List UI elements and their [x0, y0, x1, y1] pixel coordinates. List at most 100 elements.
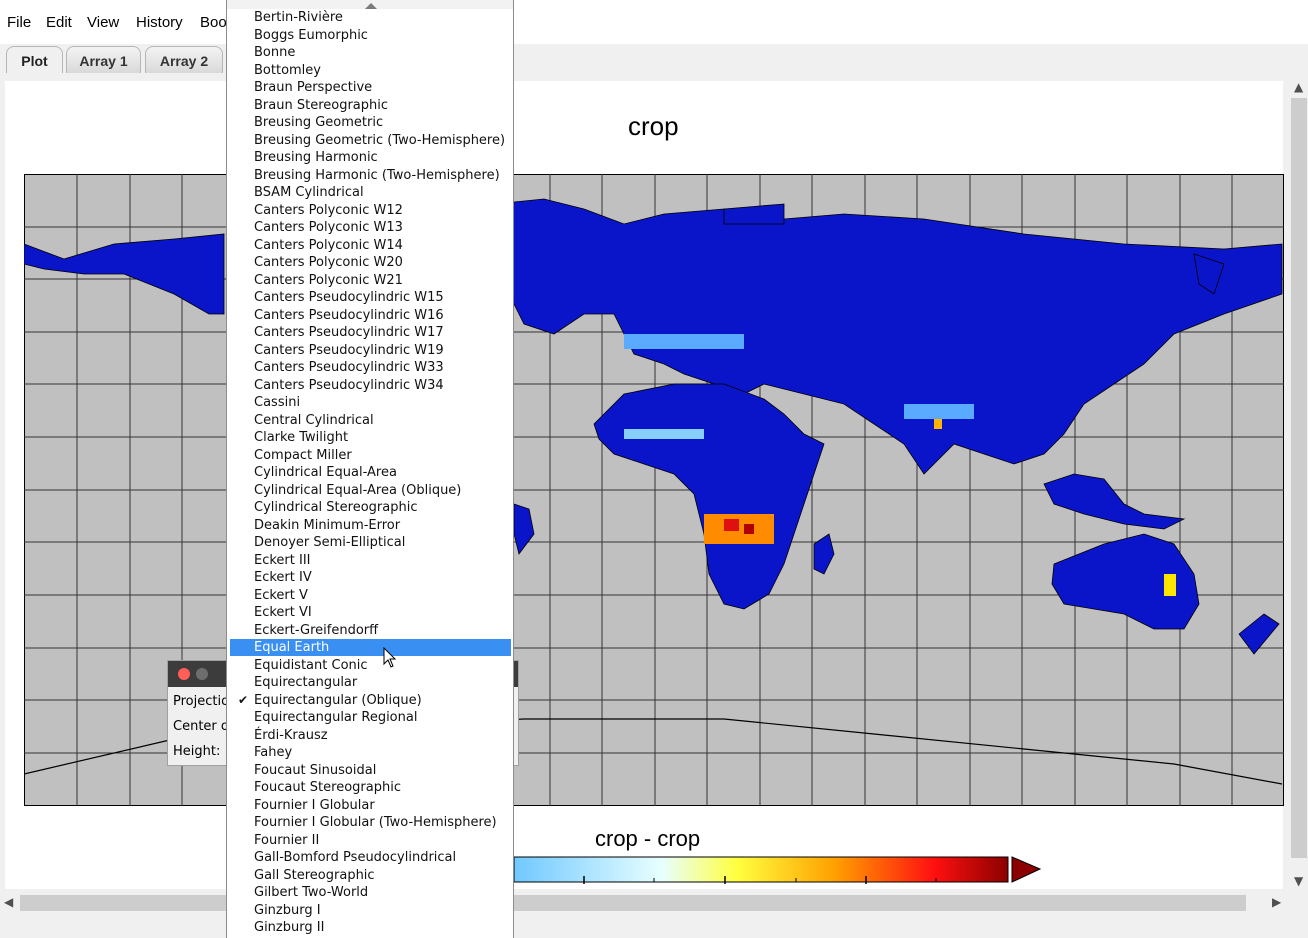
projection-option[interactable]: Gall Stereographic — [230, 867, 511, 884]
projection-option[interactable]: Cassini — [230, 394, 511, 411]
projection-option-label: Fournier I Globular (Two-Hemisphere) — [254, 815, 497, 830]
vertical-scroll-thumb[interactable] — [1291, 98, 1307, 858]
projection-option-label: Canters Polyconic W21 — [254, 272, 403, 288]
projection-option[interactable]: Fahey — [230, 744, 511, 761]
projection-dropdown[interactable]: Bertin-Rivière Boggs Eumorphic Bonne Bottom… — [226, 0, 514, 938]
projection-option[interactable]: Ginzburg II — [230, 919, 511, 936]
projection-option-label: Eckert-Greifendorff — [254, 622, 379, 638]
projection-option-label: Braun Perspective — [254, 80, 373, 95]
colorbar-title: crop - crop — [595, 826, 701, 851]
projection-option[interactable]: Eckert IV — [230, 569, 511, 586]
projection-option[interactable]: Canters Pseudocylindric W17 — [230, 324, 511, 341]
projection-option[interactable]: Compact Miller — [230, 447, 511, 464]
projection-option[interactable]: Canters Polyconic W20 — [230, 254, 511, 271]
projection-option[interactable]: Cylindrical Equal-Area (Oblique) — [230, 482, 511, 499]
projection-option[interactable]: Eckert III — [230, 552, 511, 569]
projection-option[interactable]: Breusing Harmonic — [230, 149, 511, 166]
minimize-icon[interactable] — [196, 668, 208, 680]
projection-option[interactable]: Canters Polyconic W21 — [230, 272, 511, 289]
projection-label: Projection — [173, 694, 238, 709]
projection-option[interactable]: Foucaut Stereographic — [230, 779, 511, 796]
projection-option-label: Breusing Harmonic — [254, 150, 378, 165]
projection-option-label: Eckert V — [254, 587, 308, 603]
projection-option[interactable]: Deakin Minimum-Error — [230, 517, 511, 534]
projection-option-label: Breusing Harmonic (Two-Hemisphere) — [254, 167, 500, 183]
scroll-up-icon[interactable]: ▲ — [1294, 80, 1304, 94]
projection-option-label: Eckert IV — [254, 570, 312, 585]
menu-books[interactable]: Boo — [200, 14, 227, 31]
menu-edit[interactable]: Edit — [46, 14, 72, 31]
horizontal-scrollbar[interactable]: ◀ ▶ — [0, 892, 1290, 914]
projection-option[interactable]: Gilbert Two-World — [230, 884, 511, 901]
projection-option-label: Equal Earth — [254, 640, 330, 655]
projection-option[interactable]: Breusing Geometric (Two-Hemisphere) — [230, 132, 511, 149]
close-icon[interactable] — [178, 668, 190, 680]
projection-option-label: Canters Polyconic W12 — [254, 202, 403, 218]
projection-option[interactable]: Canters Polyconic W12 — [230, 202, 511, 219]
projection-option[interactable]: Breusing Harmonic (Two-Hemisphere) — [230, 167, 511, 184]
projection-option[interactable]: Bertin-Rivière — [230, 9, 511, 26]
projection-option[interactable]: Canters Polyconic W14 — [230, 237, 511, 254]
chevron-up-icon — [365, 3, 377, 9]
projection-option-label: Canters Pseudocylindric W17 — [254, 325, 444, 340]
projection-option[interactable]: Cylindrical Stereographic — [230, 499, 511, 516]
projection-option[interactable]: Canters Polyconic W13 — [230, 219, 511, 236]
projection-option[interactable]: Braun Perspective — [230, 79, 511, 96]
projection-option-label: Breusing Geometric (Two-Hemisphere) — [254, 132, 506, 148]
projection-option[interactable]: Foucaut Sinusoidal — [230, 762, 511, 779]
menu-file[interactable]: File — [7, 14, 32, 31]
scroll-left-icon[interactable]: ◀ — [4, 895, 14, 909]
projection-option[interactable]: Denoyer Semi-Elliptical — [230, 534, 511, 551]
horizontal-scroll-thumb[interactable] — [20, 895, 1246, 911]
projection-option[interactable]: Central Cylindrical — [230, 412, 511, 429]
tab-array-2[interactable]: Array 2 — [145, 46, 223, 73]
projection-option[interactable]: Gall-Bomford Pseudocylindrical — [230, 849, 511, 866]
scroll-right-icon[interactable]: ▶ — [1272, 895, 1282, 909]
projection-option[interactable]: Equirectangular Regional — [230, 709, 511, 726]
projection-option-label: Fournier II — [254, 832, 320, 848]
projection-option[interactable]: Clarke Twilight — [230, 429, 511, 446]
projection-option[interactable]: Fournier I Globular — [230, 797, 511, 814]
projection-option[interactable]: Equirectangular — [230, 674, 511, 691]
projection-option[interactable]: Bonne — [230, 44, 511, 61]
projection-option-label: Canters Pseudocylindric W34 — [254, 377, 444, 393]
projection-option[interactable]: Eckert V — [230, 587, 511, 604]
projection-option[interactable]: Eckert-Greifendorff — [230, 622, 511, 639]
menu-bar: File Edit View History Boo — [0, 0, 1308, 45]
projection-option[interactable]: Canters Pseudocylindric W15 — [230, 289, 511, 306]
projection-option[interactable]: Bottomley — [230, 62, 511, 79]
projection-option[interactable]: Canters Pseudocylindric W34 — [230, 377, 511, 394]
tab-plot[interactable]: Plot — [6, 46, 63, 73]
menu-view[interactable]: View — [87, 14, 120, 31]
projection-option-label: Equirectangular — [254, 675, 358, 690]
menu-history[interactable]: History — [136, 14, 183, 31]
projection-option[interactable]: Equal Earth — [230, 639, 511, 656]
projection-option[interactable]: Ginzburg I — [230, 902, 511, 919]
projection-option[interactable]: ✔ Equirectangular (Oblique) — [230, 692, 511, 709]
plot-title: crop — [628, 111, 679, 141]
projection-option[interactable]: Canters Pseudocylindric W19 — [230, 342, 511, 359]
vertical-scrollbar[interactable]: ▲ ▼ — [1290, 78, 1308, 892]
projection-option-label: Ginzburg II — [254, 920, 325, 935]
status-bar — [0, 914, 1308, 938]
projection-option[interactable]: Canters Pseudocylindric W16 — [230, 307, 511, 324]
projection-option-label: Fahey — [254, 745, 293, 760]
projection-option[interactable]: Érdi-Krausz — [230, 727, 511, 744]
projection-option[interactable]: Cylindrical Equal-Area — [230, 464, 511, 481]
tab-array-1[interactable]: Array 1 — [66, 46, 141, 73]
projection-option-label: Gilbert Two-World — [254, 885, 369, 900]
projection-option-label: Foucaut Sinusoidal — [254, 762, 377, 778]
projection-option-label: Deakin Minimum-Error — [254, 517, 401, 533]
dropdown-scroll-up[interactable] — [227, 0, 513, 9]
projection-option[interactable]: Braun Stereographic — [230, 97, 511, 114]
projection-option[interactable]: Boggs Eumorphic — [230, 27, 511, 44]
map-land — [24, 198, 1283, 655]
projection-option[interactable]: Equidistant Conic — [230, 657, 511, 674]
projection-option[interactable]: Breusing Geometric — [230, 114, 511, 131]
projection-option[interactable]: Fournier I Globular (Two-Hemisphere) — [230, 814, 511, 831]
projection-option[interactable]: Eckert VI — [230, 604, 511, 621]
projection-option[interactable]: BSAM Cylindrical — [230, 184, 511, 201]
projection-option[interactable]: Fournier II — [230, 832, 511, 849]
scroll-down-icon[interactable]: ▼ — [1294, 874, 1304, 888]
projection-option[interactable]: Canters Pseudocylindric W33 — [230, 359, 511, 376]
